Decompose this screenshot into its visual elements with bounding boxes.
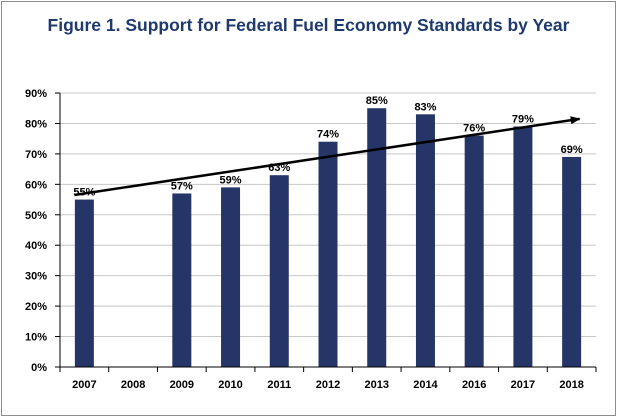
data-label-2014: 83%	[414, 101, 436, 113]
data-label-2012: 74%	[317, 129, 339, 141]
bar-2012	[318, 141, 338, 367]
y-tick-label: 70%	[25, 149, 47, 161]
x-tick-label: 2018	[559, 379, 583, 391]
y-tick-label: 0%	[31, 362, 47, 374]
y-tick-label: 20%	[25, 301, 47, 313]
data-label-2017: 79%	[512, 113, 534, 125]
bars	[74, 108, 582, 367]
bar-2007	[74, 199, 94, 367]
x-tick-label: 2011	[267, 379, 291, 391]
data-label-2010: 59%	[220, 174, 242, 186]
x-tick-label: 2010	[218, 379, 242, 391]
x-tick-label: 2007	[72, 379, 96, 391]
bar-2010	[221, 187, 241, 367]
data-label-2007: 55%	[73, 187, 95, 199]
data-label-2009: 57%	[171, 180, 193, 192]
y-tick-label: 40%	[25, 240, 47, 252]
bar-2017	[513, 126, 533, 367]
y-tick-label: 50%	[25, 210, 47, 222]
axes	[55, 92, 597, 372]
y-tick-label: 80%	[25, 118, 47, 130]
x-tick-label: 2009	[170, 379, 194, 391]
data-label-2016: 76%	[463, 123, 485, 135]
trendline	[74, 116, 581, 197]
y-tick-label: 60%	[25, 179, 47, 191]
x-tick-label: 2013	[364, 379, 388, 391]
chart-title: Figure 1. Support for Federal Fuel Econo…	[47, 15, 570, 35]
y-axis-tick-labels: 0% 10% 20% 30% 40% 50% 60% 70% 80% 90%	[25, 88, 47, 374]
x-tick-label: 2008	[121, 379, 145, 391]
trendline-arrow	[74, 116, 581, 197]
data-label-2018: 69%	[561, 144, 583, 156]
bar-2016	[464, 135, 484, 367]
data-label-2013: 85%	[366, 95, 388, 107]
data-labels: 55% 57% 59% 63% 74% 85% 83% 76% 79% 69%	[73, 95, 583, 198]
bar-2011	[269, 175, 289, 367]
bar-2018	[562, 156, 582, 367]
bar-2009	[172, 193, 192, 367]
y-tick-label: 30%	[25, 271, 47, 283]
bar-2013	[367, 108, 387, 367]
y-tick-label: 90%	[25, 88, 47, 100]
y-tick-label: 10%	[25, 332, 47, 344]
x-tick-label: 2017	[511, 379, 535, 391]
data-label-2011: 63%	[268, 162, 290, 174]
x-tick-label: 2014	[413, 379, 438, 391]
x-tick-label: 2016	[462, 379, 486, 391]
x-tick-label: 2012	[316, 379, 340, 391]
x-axis-tick-labels: 2007 2008 2009 2010 2011 2012 2013 2014 2016 2017…	[72, 379, 584, 391]
bar-2014	[415, 114, 435, 367]
